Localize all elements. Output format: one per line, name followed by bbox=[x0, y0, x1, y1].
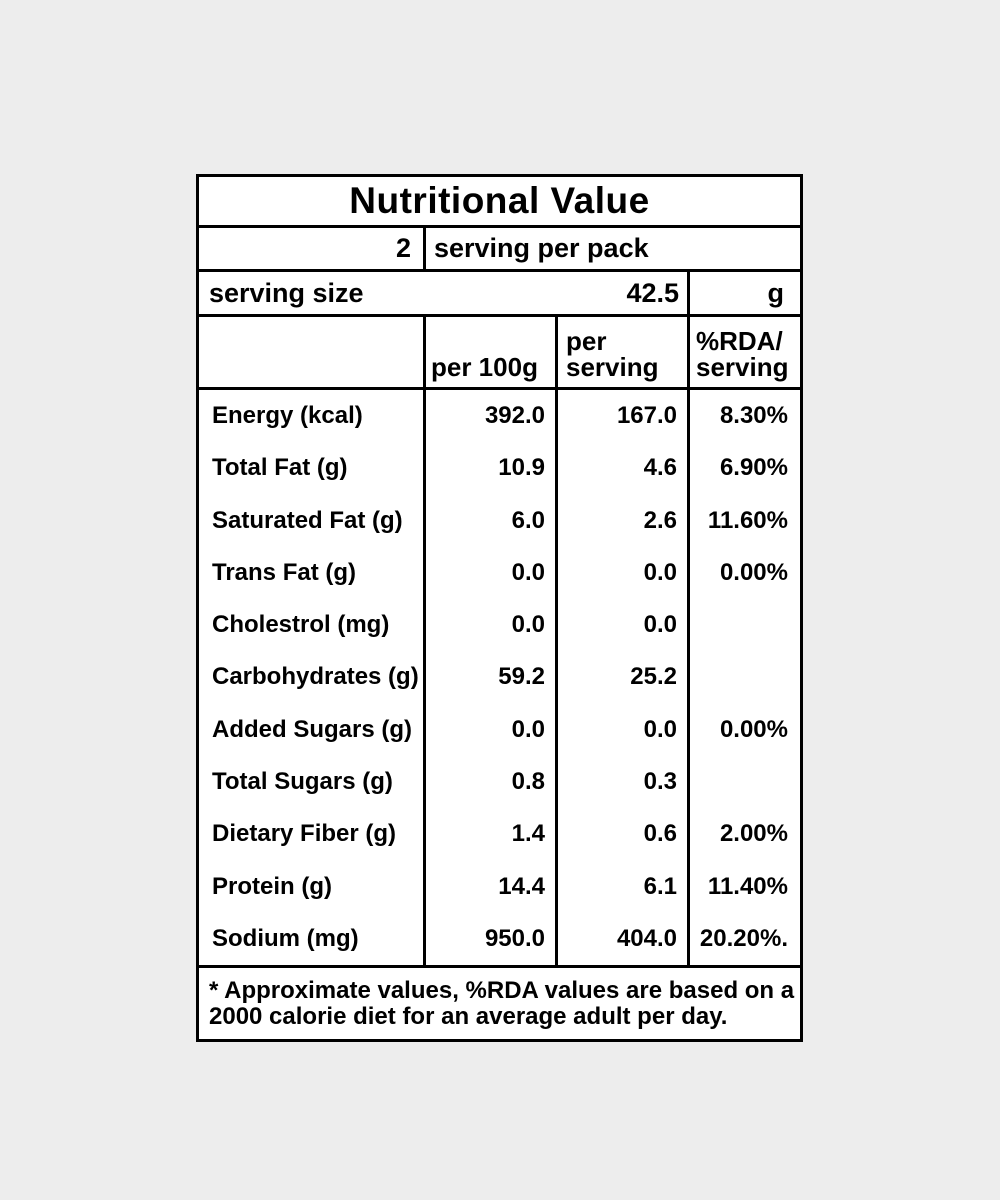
column-header-per-serving: per serving bbox=[558, 317, 690, 387]
nutrient-per-100g: 0.0 bbox=[426, 703, 558, 756]
nutrient-row-cholestrol: Cholestrol (mg) 0.0 0.0 bbox=[199, 599, 800, 652]
nutrient-per-serving: 0.0 bbox=[558, 599, 690, 652]
nutrient-per-serving: 404.0 bbox=[558, 912, 690, 965]
servings-per-pack-label: serving per pack bbox=[434, 233, 649, 263]
column-header-per-100g: per 100g bbox=[426, 317, 558, 387]
nutrient-per-100g: 0.0 bbox=[426, 599, 558, 652]
nutrient-per-serving: 0.6 bbox=[558, 808, 690, 861]
nutrient-per-100g: 6.0 bbox=[426, 494, 558, 547]
nutrient-per-100g: 59.2 bbox=[426, 651, 558, 704]
nutrient-name: Cholestrol (mg) bbox=[199, 599, 426, 652]
nutrition-facts-table: Nutritional Value 2 serving per pack ser… bbox=[196, 174, 803, 1042]
nutrient-row-added-sugars: Added Sugars (g) 0.0 0.0 0.00% bbox=[199, 703, 800, 756]
nutrient-rda: 0.00% bbox=[719, 715, 788, 743]
nutrient-name: Trans Fat (g) bbox=[199, 546, 426, 600]
nutrient-per-serving: 25.2 bbox=[558, 651, 690, 704]
nutrient-data-block: Energy (kcal) 392.0 167.0 8.30% Total Fa… bbox=[199, 390, 800, 968]
nutrient-rda bbox=[690, 599, 800, 651]
nutrient-row-saturated-fat: Saturated Fat (g) 6.0 2.6 11.60% bbox=[199, 494, 800, 547]
nutrient-row-total-fat: Total Fat (g) 10.9 4.6 6.90% bbox=[199, 442, 800, 495]
nutrient-rda: 11.60% bbox=[707, 506, 788, 534]
nutrient-per-100g: 1.4 bbox=[426, 808, 558, 861]
servings-per-pack-row: 2 serving per pack bbox=[199, 228, 800, 272]
nutrient-rda bbox=[690, 651, 800, 703]
serving-size-label: serving size bbox=[209, 277, 364, 308]
nutrient-per-100g: 0.0 bbox=[426, 546, 558, 600]
nutrient-per-100g: 14.4 bbox=[426, 860, 558, 913]
column-header-row: per 100g per serving %RDA/serving bbox=[199, 317, 800, 390]
nutrient-row-carbohydrates: Carbohydrates (g) 59.2 25.2 bbox=[199, 651, 800, 704]
nutrient-name: Carbohydrates (g) bbox=[199, 651, 426, 704]
nutrient-per-100g: 950.0 bbox=[426, 912, 558, 965]
footnote-line-2: 2000 calorie diet for an average adult p… bbox=[209, 1002, 728, 1030]
nutrient-per-serving: 0.0 bbox=[558, 703, 690, 756]
nutrient-rda: 0.00% bbox=[719, 558, 788, 586]
footnote-line-1: * Approximate values, %RDA values are ba… bbox=[209, 976, 795, 1004]
nutrient-row-energy: Energy (kcal) 392.0 167.0 8.30% bbox=[199, 390, 800, 443]
nutrient-row-trans-fat: Trans Fat (g) 0.0 0.0 0.00% bbox=[199, 546, 800, 600]
nutrient-per-serving: 0.3 bbox=[558, 755, 690, 809]
nutrient-rda bbox=[690, 756, 800, 808]
serving-size-unit: g bbox=[767, 277, 785, 308]
nutrient-per-serving: 167.0 bbox=[558, 390, 690, 443]
nutrient-per-100g: 0.8 bbox=[426, 755, 558, 809]
nutrient-rda: 2.00% bbox=[719, 820, 788, 848]
nutrient-row-dietary-fiber: Dietary Fiber (g) 1.4 0.6 2.00% bbox=[199, 808, 800, 861]
nutrient-rda: 11.40% bbox=[707, 872, 788, 900]
nutrient-per-serving: 0.0 bbox=[558, 546, 690, 600]
nutrient-name: Dietary Fiber (g) bbox=[199, 808, 426, 861]
table-title: Nutritional Value bbox=[349, 180, 650, 221]
nutrient-row-protein: Protein (g) 14.4 6.1 11.40% bbox=[199, 860, 800, 913]
nutrient-per-serving: 6.1 bbox=[558, 860, 690, 913]
nutrient-name: Total Fat (g) bbox=[199, 442, 426, 495]
nutrient-name: Total Sugars (g) bbox=[199, 755, 426, 809]
nutrient-per-serving: 4.6 bbox=[558, 442, 690, 495]
servings-count: 2 bbox=[199, 228, 426, 269]
nutrient-rda: 8.30% bbox=[719, 402, 788, 430]
nutrient-name: Added Sugars (g) bbox=[199, 703, 426, 756]
nutrient-row-sodium: Sodium (mg) 950.0 404.0 20.20%. bbox=[199, 912, 800, 965]
nutrient-name: Saturated Fat (g) bbox=[199, 494, 426, 547]
nutrient-rda: 6.90% bbox=[719, 454, 788, 482]
table-title-row: Nutritional Value bbox=[199, 177, 800, 228]
serving-size-row: serving size 42.5 g bbox=[199, 272, 800, 317]
nutrient-rda: 20.20%. bbox=[699, 924, 788, 952]
nutrient-per-100g: 392.0 bbox=[426, 390, 558, 443]
column-header-blank bbox=[199, 317, 426, 387]
nutrient-per-100g: 10.9 bbox=[426, 442, 558, 495]
serving-size-value: 42.5 bbox=[626, 277, 679, 308]
nutrient-name: Protein (g) bbox=[199, 860, 426, 913]
nutrient-name: Energy (kcal) bbox=[199, 390, 426, 443]
column-header-rda-serving: %RDA/serving bbox=[696, 326, 789, 382]
nutrient-name: Sodium (mg) bbox=[199, 912, 426, 965]
footnote: * Approximate values, %RDA values are ba… bbox=[199, 968, 800, 1039]
nutrient-row-total-sugars: Total Sugars (g) 0.8 0.3 bbox=[199, 755, 800, 809]
nutrient-per-serving: 2.6 bbox=[558, 494, 690, 547]
